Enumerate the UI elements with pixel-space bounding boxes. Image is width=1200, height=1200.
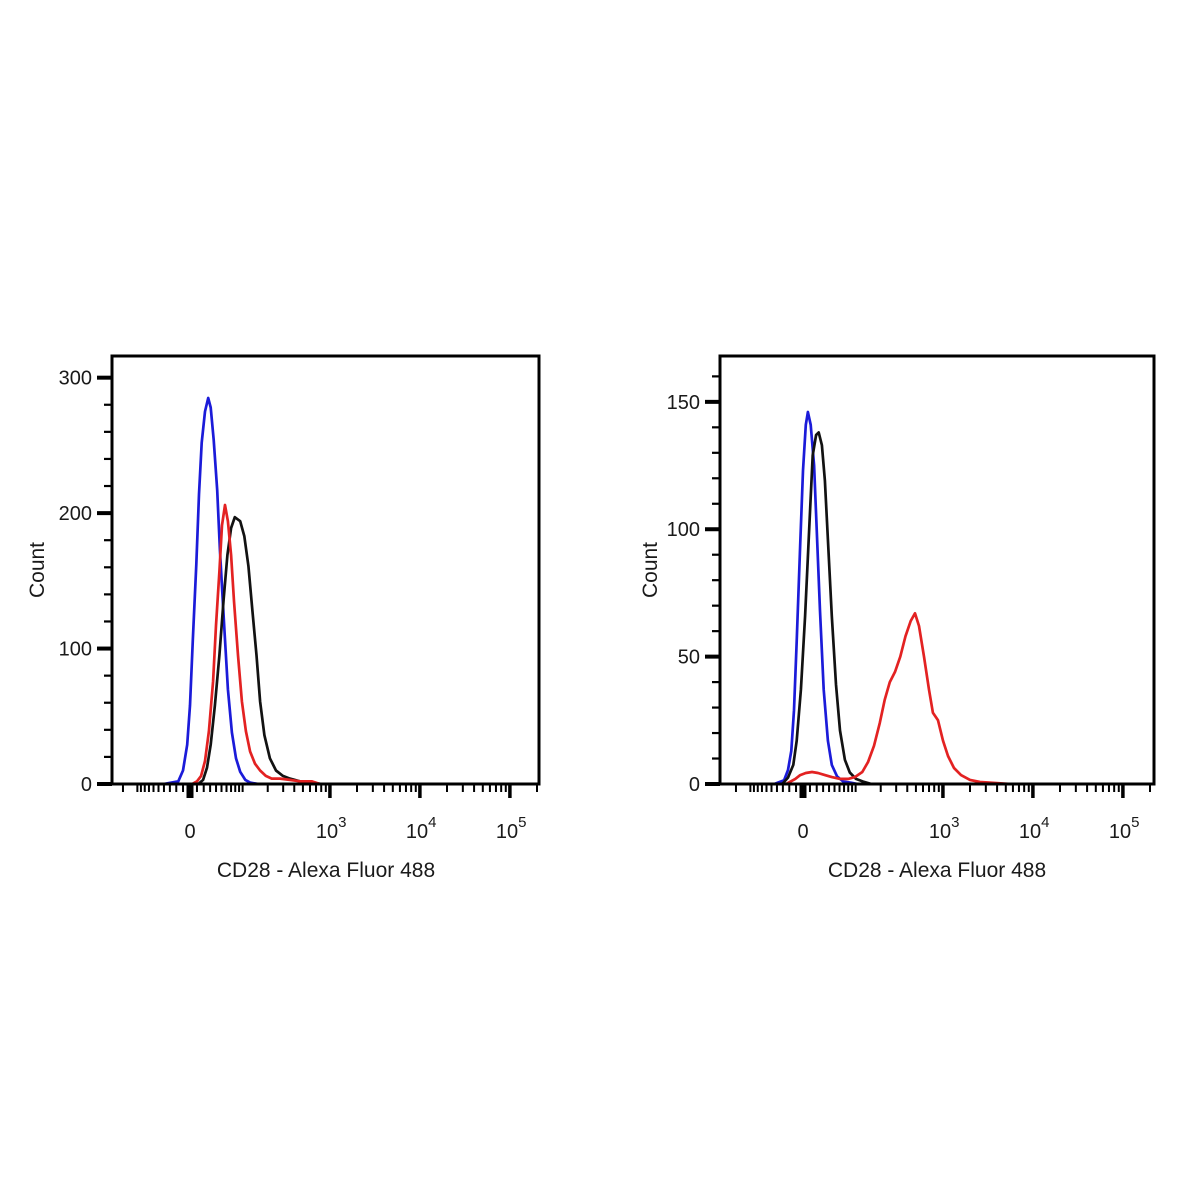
x-tick-label: 103 (929, 814, 960, 843)
y-tick-label: 0 (81, 774, 92, 796)
y-tick-label: 150 (667, 392, 700, 414)
histogram-curve-blue (720, 410, 1154, 785)
left-chart: 0 100 200 300 0 103 104 105 Count CD28 - Alexa… (26, 354, 541, 882)
x-tick-label: 104 (1019, 814, 1050, 843)
y-tick-label: 0 (689, 774, 700, 796)
y-tick-label: 100 (667, 519, 700, 541)
histogram-curve-blue (112, 396, 539, 785)
x-tick-label: 0 (797, 821, 808, 843)
right-y-axis-label: Count (639, 542, 662, 598)
left-x-axis-ticks: 0 103 104 105 (121, 785, 538, 843)
x-tick-label: 105 (1109, 814, 1140, 843)
x-tick-label: 103 (316, 814, 347, 843)
left-histogram-curves (112, 396, 539, 785)
x-tick-label: 104 (406, 814, 437, 843)
histogram-curve-black (112, 515, 539, 785)
histogram-curve-red (720, 611, 1154, 785)
right-x-axis-ticks: 0 103 104 105 (734, 785, 1151, 843)
right-histogram-curves (720, 410, 1154, 785)
x-tick-label: 0 (184, 821, 195, 843)
y-tick-label: 100 (59, 639, 92, 661)
right-x-axis-label: CD28 - Alexa Fluor 488 (828, 859, 1046, 882)
left-x-axis-label: CD28 - Alexa Fluor 488 (217, 859, 435, 882)
right-plot-border (718, 354, 1156, 786)
y-tick-label: 50 (678, 647, 700, 669)
left-plot-border (110, 354, 541, 786)
y-tick-label: 300 (59, 368, 92, 390)
y-tick-label: 200 (59, 503, 92, 525)
histogram-curve-black (720, 431, 1154, 785)
left-y-axis-label: Count (26, 542, 49, 598)
right-chart: 0 50 100 150 0 103 104 105 Count CD28 - Alexa … (639, 354, 1156, 882)
histogram-curve-red (112, 503, 539, 785)
left-y-axis-ticks: 0 100 200 300 (59, 368, 112, 796)
x-tick-label: 105 (496, 814, 527, 843)
right-y-axis-ticks: 0 50 100 150 (667, 375, 720, 796)
